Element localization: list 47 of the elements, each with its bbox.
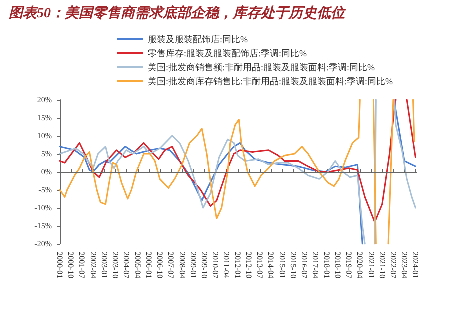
x-tick-label: 2007-07 xyxy=(166,252,176,279)
x-tick-label: 2008-04 xyxy=(178,252,187,279)
x-tick-label: 2009-01 xyxy=(188,252,198,279)
y-tick-label: -20% xyxy=(34,240,52,248)
x-tick-label: 2002-04 xyxy=(88,252,98,279)
x-tick-label: 2001-07 xyxy=(78,252,87,279)
legend-label: 美国:批发商库存销售比:非耐用品:服装及服装面料:季调:同比% xyxy=(148,76,394,86)
x-tick-label: 2003-10 xyxy=(111,252,120,279)
x-tick-label: 2010-07 xyxy=(211,252,220,279)
x-tick-label: 2017-04 xyxy=(311,252,320,279)
x-tick-label: 2018-01 xyxy=(322,252,332,279)
y-tick-label: 20% xyxy=(37,96,52,104)
y-tick-label: -5% xyxy=(38,186,52,194)
x-tick-label: 2023-04 xyxy=(400,252,410,279)
x-tick-label: 2022-07 xyxy=(388,252,398,279)
y-tick-label: 10% xyxy=(37,132,52,140)
y-tick-label: -15% xyxy=(34,222,52,230)
x-tick-label: 2006-01 xyxy=(144,252,154,279)
y-tick-label: 15% xyxy=(37,114,52,122)
x-tick-label: 2011-04 xyxy=(222,252,232,278)
y-tick-label: 0% xyxy=(41,168,52,176)
x-tick-label: 2006-10 xyxy=(156,252,165,279)
y-tick-label: 5% xyxy=(41,150,52,158)
x-tick-label: 2004-07 xyxy=(122,252,132,279)
legend-label: 服装及服装配饰店:同比% xyxy=(148,34,248,44)
x-tick-label: 2020-04 xyxy=(356,252,365,279)
y-tick-label: -10% xyxy=(34,204,52,212)
x-tick-label: 2014-04 xyxy=(266,252,276,279)
x-tick-label: 2021-01 xyxy=(366,252,376,279)
x-tick-label: 2000-01 xyxy=(56,252,64,279)
x-tick-label: 2012-01 xyxy=(233,252,242,279)
x-tick-label: 2024-01 xyxy=(411,252,420,279)
x-tick-label: 2019-07 xyxy=(344,252,354,279)
x-tick-label: 2003-01 xyxy=(100,252,109,279)
x-tick-label: 2016-07 xyxy=(300,252,310,279)
x-tick-label: 2015-01 xyxy=(278,252,287,279)
x-tick-label: 2005-04 xyxy=(133,252,142,279)
x-tick-label: 2013-07 xyxy=(256,252,265,279)
x-tick-label: 2018-10 xyxy=(333,252,342,279)
x-tick-label: 2021-10 xyxy=(378,252,387,279)
x-tick-label: 2000-10 xyxy=(66,252,76,279)
legend-label: 美国:批发商销售额:非耐用品:服装及服装面料:季调:同比% xyxy=(148,62,376,72)
legend-label: 零售库存:服装及服装配饰店:季调:同比% xyxy=(148,48,308,58)
x-tick-label: 2015-10 xyxy=(288,252,298,279)
x-tick-label: 2009-10 xyxy=(200,252,210,279)
chart-title: 图表50：美国零售商需求底部企稳，库存处于历史低位 xyxy=(9,4,347,22)
x-tick-label: 2012-10 xyxy=(244,252,254,279)
